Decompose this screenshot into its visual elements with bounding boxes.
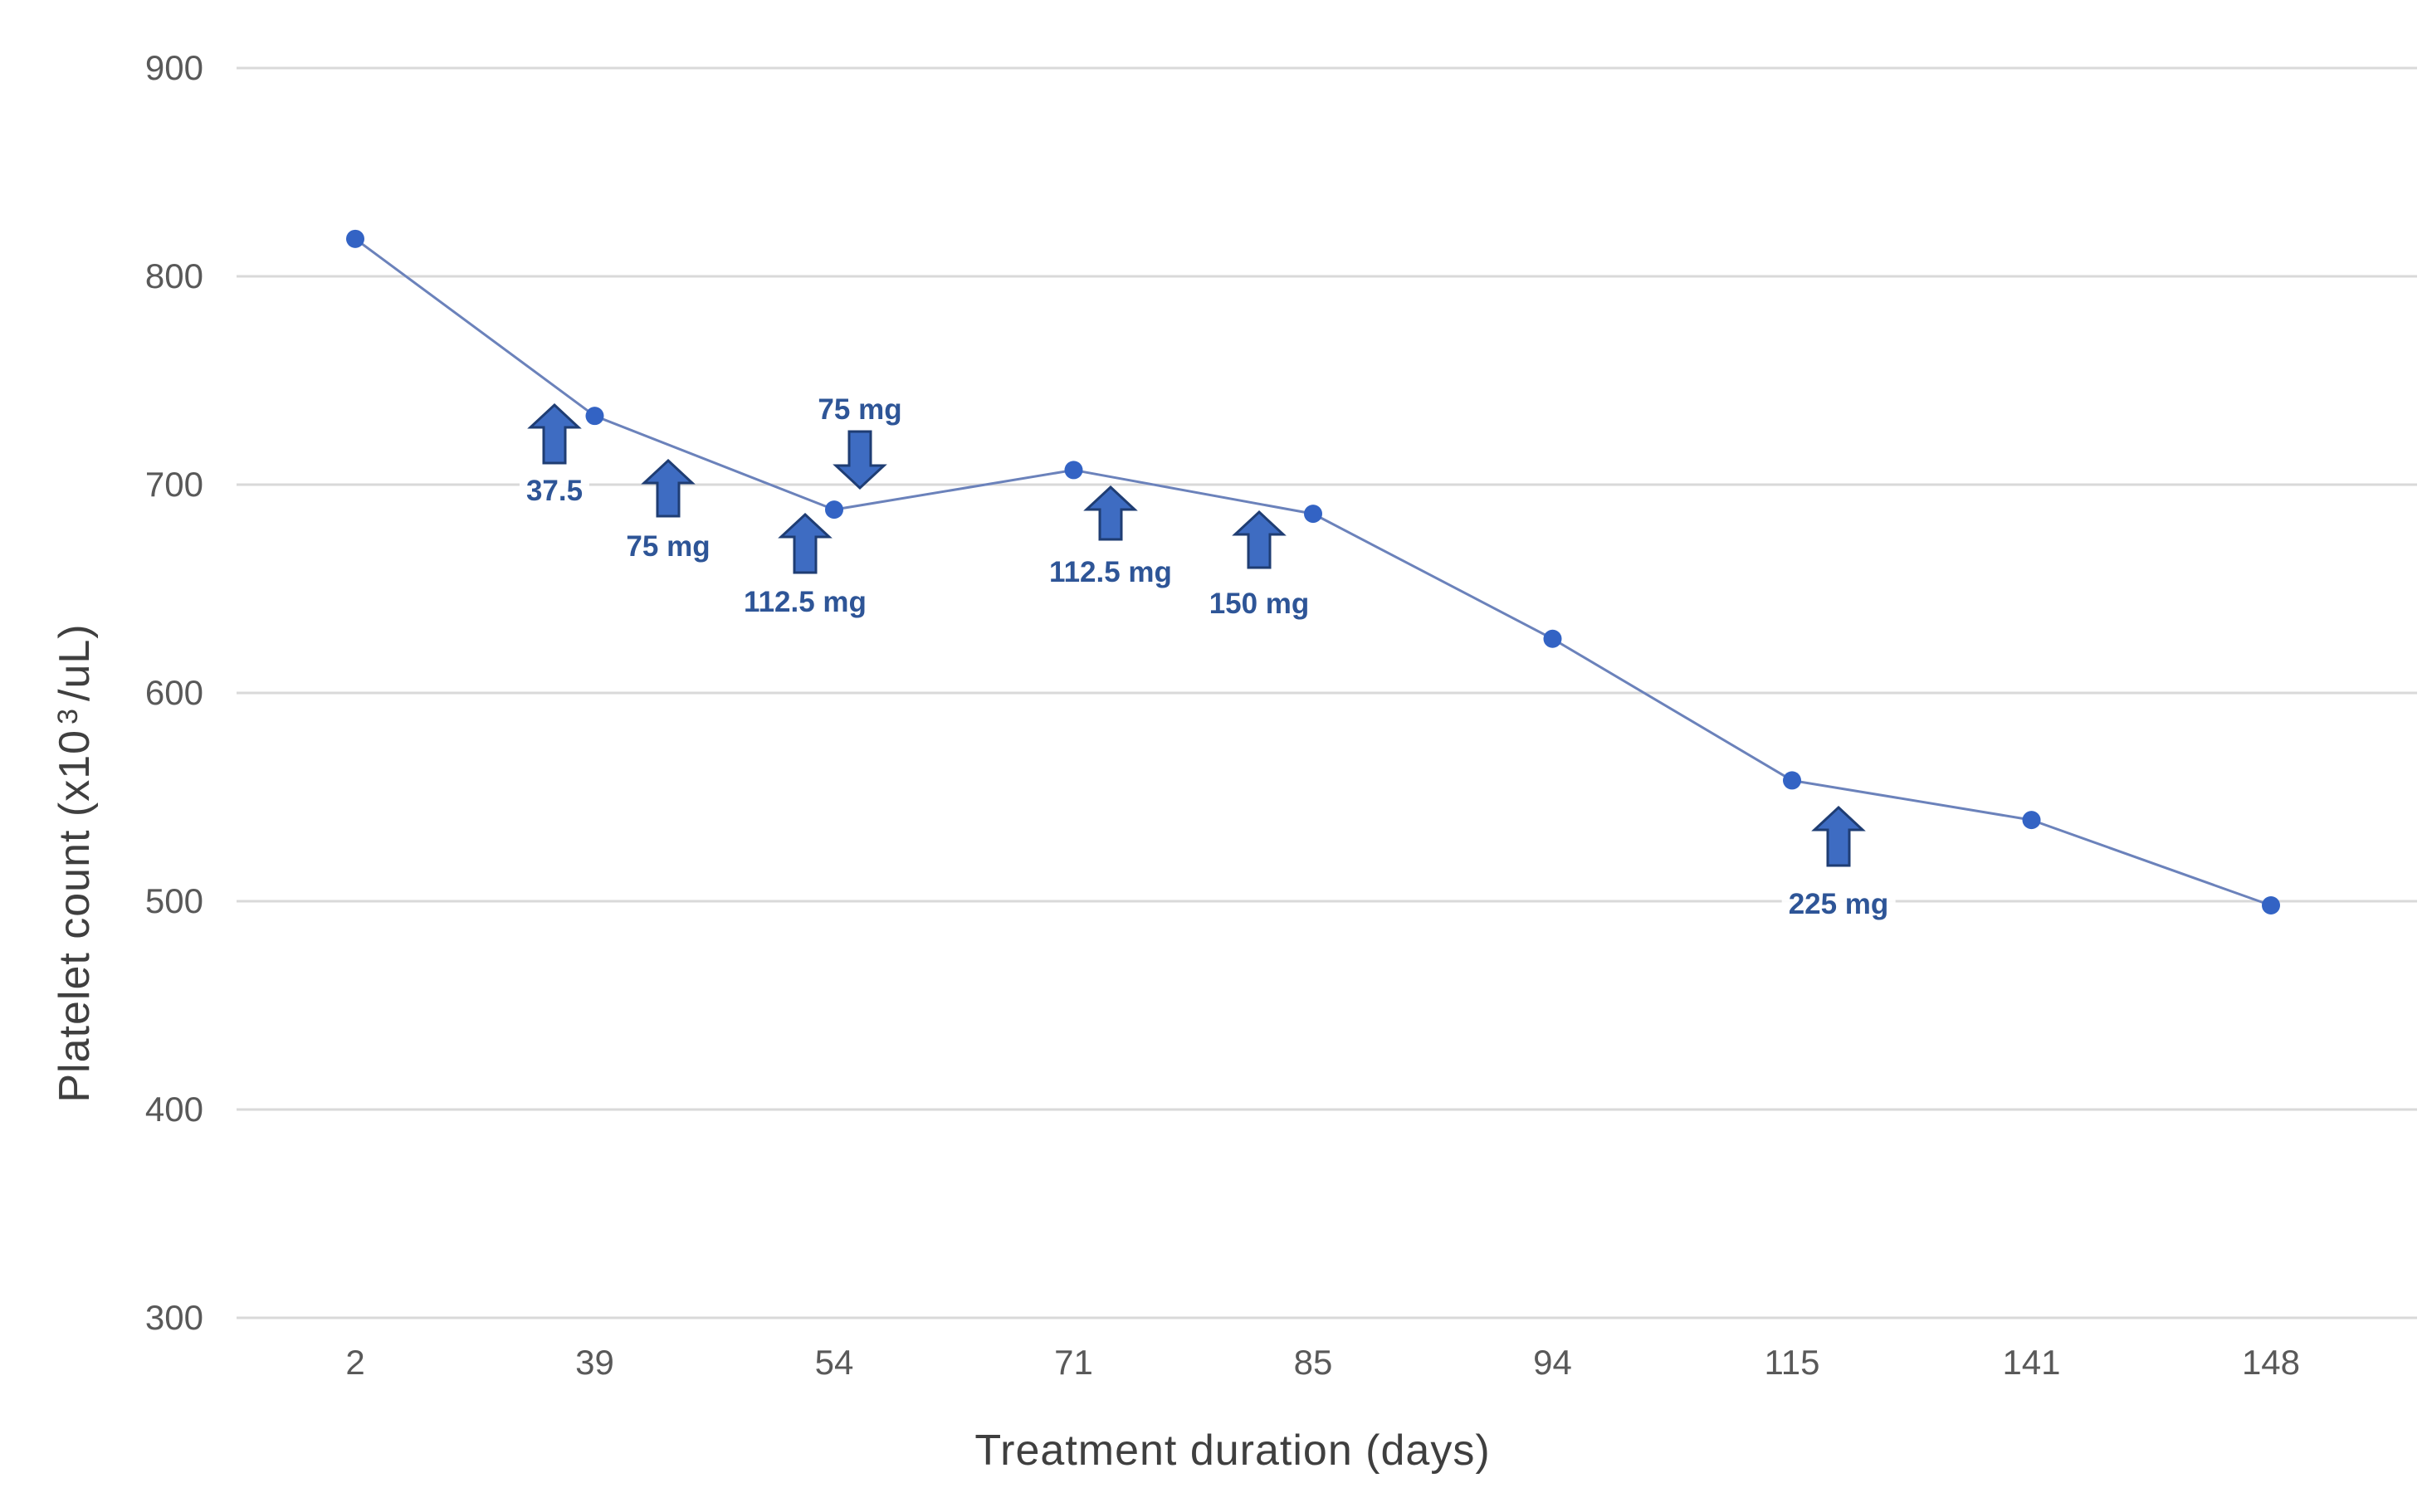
y-tick-label-400: 400 bbox=[144, 1090, 203, 1129]
data-point-day-148 bbox=[2262, 896, 2280, 915]
x-tick-label-71: 71 bbox=[1054, 1343, 1093, 1382]
y-axis-title-superscript: 3 bbox=[52, 708, 84, 724]
dose-label-6: 225 mg bbox=[1781, 886, 1896, 923]
y-tick-label-700: 700 bbox=[144, 465, 203, 504]
y-tick-label-800: 800 bbox=[144, 256, 203, 295]
x-tick-label-141: 141 bbox=[2002, 1343, 2061, 1382]
data-point-day-71 bbox=[1064, 461, 1083, 480]
dose-label-1: 75 mg bbox=[619, 529, 717, 565]
data-point-day-115 bbox=[1783, 771, 1801, 790]
dose-label-5: 150 mg bbox=[1202, 586, 1316, 622]
dose-arrow-up-0 bbox=[527, 402, 582, 465]
dose-arrow-up-6 bbox=[1811, 805, 1866, 867]
data-point-day-39 bbox=[585, 407, 604, 426]
data-point-day-141 bbox=[2022, 811, 2041, 830]
data-point-day-54 bbox=[825, 500, 843, 519]
x-tick-label-54: 54 bbox=[814, 1343, 854, 1382]
dose-arrow-up-5 bbox=[1232, 510, 1287, 569]
x-tick-label-2: 2 bbox=[345, 1343, 365, 1382]
x-tick-label-148: 148 bbox=[2241, 1343, 2301, 1382]
y-axis-title-main: Platelet count (x10 bbox=[51, 729, 99, 1103]
y-axis-title: Platelet count (x10 3/uL) bbox=[50, 423, 100, 1303]
y-tick-label-900: 900 bbox=[144, 48, 203, 87]
dose-arrow-up-2 bbox=[778, 512, 833, 574]
data-point-day-2 bbox=[346, 229, 364, 248]
dose-arrow-up-1 bbox=[641, 458, 696, 518]
y-tick-label-300: 300 bbox=[144, 1298, 203, 1337]
y-tick-label-600: 600 bbox=[144, 673, 203, 712]
y-axis-title-tail: /uL) bbox=[51, 623, 99, 701]
x-tick-label-94: 94 bbox=[1533, 1343, 1572, 1382]
x-tick-label-115: 115 bbox=[1764, 1343, 1820, 1382]
dose-arrow-up-4 bbox=[1083, 485, 1138, 541]
x-tick-label-39: 39 bbox=[575, 1343, 614, 1382]
dose-label-2: 112.5 mg bbox=[737, 584, 873, 621]
dose-label-3: 75 mg bbox=[811, 392, 909, 428]
dose-label-4: 112.5 mg bbox=[1043, 554, 1179, 591]
platelet-series-line bbox=[354, 237, 2272, 907]
data-point-day-94 bbox=[1543, 629, 1562, 648]
dose-label-0: 37.5 bbox=[519, 473, 590, 510]
x-tick-label-85: 85 bbox=[1293, 1343, 1333, 1382]
data-point-day-85 bbox=[1304, 505, 1322, 524]
x-axis-title: Treatment duration (days) bbox=[974, 1427, 1491, 1475]
dose-arrow-down-3 bbox=[833, 430, 887, 490]
y-tick-label-500: 500 bbox=[144, 881, 203, 920]
